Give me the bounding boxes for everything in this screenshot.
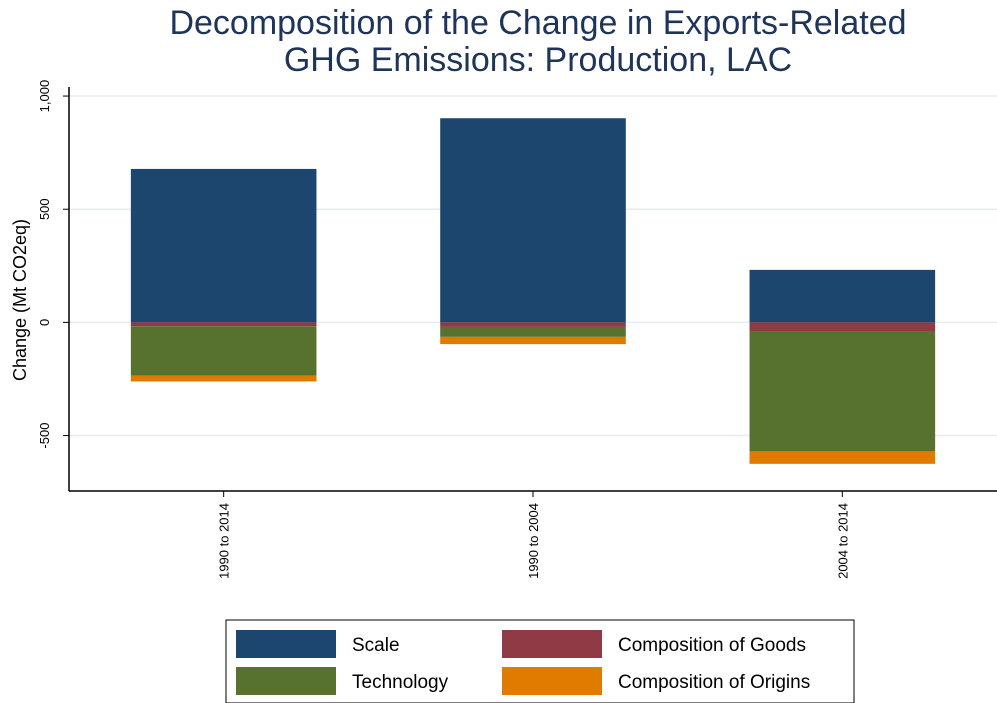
bar-composition-of-goods	[440, 322, 626, 327]
bar-composition-of-origins	[749, 451, 936, 464]
legend-label: Composition of Goods	[618, 635, 806, 656]
bar-composition-of-origins	[440, 336, 626, 345]
bar-scale	[130, 168, 317, 323]
legend-swatch	[502, 667, 602, 695]
y-tick-label: 0	[37, 319, 52, 326]
x-tick-label: 2004 to 2014	[835, 503, 850, 579]
bar-scale	[749, 269, 936, 323]
legend-label: Scale	[352, 635, 400, 656]
bar-composition-of-goods	[749, 322, 936, 332]
bar-technology	[130, 326, 317, 376]
y-tick-label: 1,000	[37, 80, 52, 113]
x-tick-label: 1990 to 2004	[526, 503, 541, 579]
chart-title-line-2: GHG Emissions: Production, LAC	[284, 41, 792, 79]
y-tick-label: 500	[37, 198, 52, 220]
y-ticks: -500 0 500 1,000	[37, 80, 69, 449]
legend-swatch	[502, 630, 602, 658]
legend-label: Composition of Origins	[618, 672, 810, 693]
bar-composition-of-origins	[130, 375, 317, 382]
y-tick-label: -500	[37, 423, 52, 449]
bar-scale	[440, 118, 626, 323]
legend-swatch	[236, 667, 336, 695]
x-ticks: 1990 to 2014 1990 to 2004 2004 to 2014	[217, 491, 850, 579]
chart-title-line-1: Decomposition of the Change in Exports-R…	[169, 4, 906, 42]
bars	[130, 118, 936, 464]
bar-technology	[440, 326, 626, 337]
x-tick-label: 1990 to 2014	[217, 503, 232, 579]
y-axis-label: Change (Mt CO2eq)	[10, 219, 30, 381]
legend-label: Technology	[352, 672, 449, 693]
legend-swatch	[236, 630, 336, 658]
legend: Scale Composition of Goods Technology Compo…	[225, 619, 855, 703]
bar-technology	[749, 331, 936, 452]
bar-composition-of-goods	[130, 322, 317, 327]
